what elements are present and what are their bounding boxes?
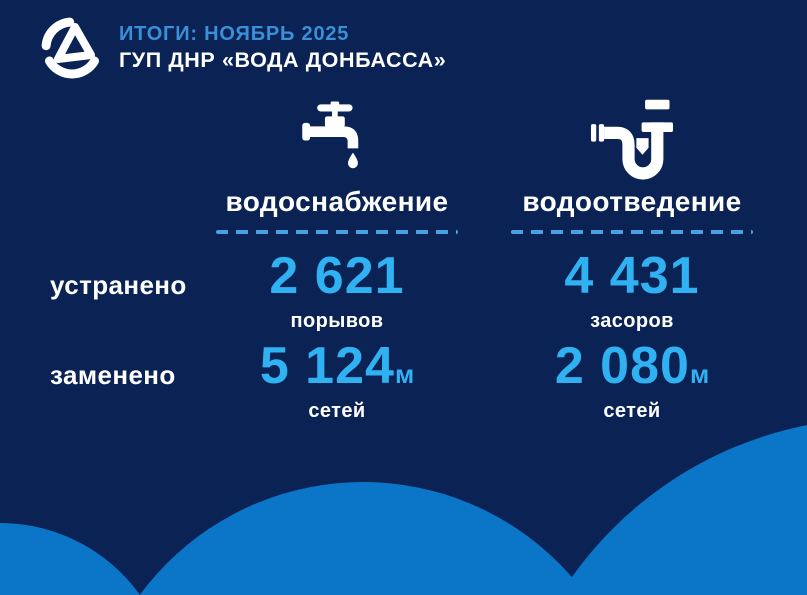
decor-circle-center xyxy=(86,482,640,595)
dashed-underline xyxy=(511,230,753,234)
header-text: ИТОГИ: НОЯБРЬ 2025 ГУП ДНР «ВОДА ДОНБАСС… xyxy=(119,23,446,73)
stat-number: 5 124 xyxy=(259,337,395,395)
dashed-underline xyxy=(216,230,458,234)
stat-value: 2 080м xyxy=(492,340,772,399)
row-label-replaced: заменено xyxy=(50,360,176,390)
stat-caption: сетей xyxy=(308,400,366,422)
column-title-water-supply: водоснабжение xyxy=(225,186,449,217)
voda-donbassa-logo-icon xyxy=(41,17,99,79)
stat-number: 2 080 xyxy=(554,337,690,395)
stat-number: 4 431 xyxy=(564,247,700,305)
drain-trap-icon xyxy=(492,86,772,180)
stat-supply-networks-replaced: 5 124м сетей xyxy=(197,340,477,423)
stat-breaks-eliminated: 2 621 порывов xyxy=(197,250,477,333)
row-label-eliminated: устранено xyxy=(50,270,187,300)
stat-blockages-eliminated: 4 431 засоров xyxy=(492,250,772,333)
header-company: ГУП ДНР «ВОДА ДОНБАССА» xyxy=(119,48,447,72)
column-title-sewerage: водоотведение xyxy=(522,186,742,217)
stat-value: 5 124м xyxy=(197,340,477,399)
stat-caption: порывов xyxy=(290,310,384,332)
decor-circle-left xyxy=(0,523,172,595)
column-sewerage: водоотведение xyxy=(492,86,772,234)
column-water-supply: водоснабжение xyxy=(197,86,477,234)
stat-caption: сетей xyxy=(603,400,661,422)
header: ИТОГИ: НОЯБРЬ 2025 ГУП ДНР «ВОДА ДОНБАСС… xyxy=(40,16,446,80)
header-period: ИТОГИ: НОЯБРЬ 2025 xyxy=(119,23,350,45)
stat-caption: засоров xyxy=(590,310,674,332)
stat-sewer-networks-replaced: 2 080м сетей xyxy=(492,340,772,423)
stat-unit: м xyxy=(394,359,415,389)
stat-value: 4 431 xyxy=(492,250,772,309)
stat-unit: м xyxy=(689,359,710,389)
faucet-icon xyxy=(197,86,477,180)
stat-value: 2 621 xyxy=(197,250,477,309)
stat-number: 2 621 xyxy=(269,247,405,305)
